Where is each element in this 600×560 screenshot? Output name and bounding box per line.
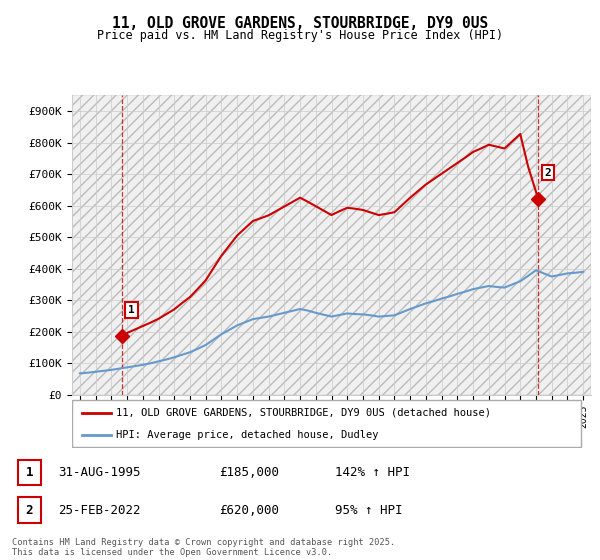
Text: 31-AUG-1995: 31-AUG-1995 bbox=[58, 466, 140, 479]
Text: 25-FEB-2022: 25-FEB-2022 bbox=[58, 504, 140, 517]
Text: HPI: Average price, detached house, Dudley: HPI: Average price, detached house, Dudl… bbox=[116, 430, 379, 440]
Text: 2: 2 bbox=[545, 167, 551, 178]
Text: 1: 1 bbox=[128, 305, 135, 315]
Text: £620,000: £620,000 bbox=[220, 504, 280, 517]
Text: 1: 1 bbox=[26, 466, 33, 479]
FancyBboxPatch shape bbox=[18, 497, 41, 523]
FancyBboxPatch shape bbox=[18, 460, 41, 486]
Text: Price paid vs. HM Land Registry's House Price Index (HPI): Price paid vs. HM Land Registry's House … bbox=[97, 29, 503, 42]
Text: 142% ↑ HPI: 142% ↑ HPI bbox=[335, 466, 410, 479]
Text: 2: 2 bbox=[26, 504, 33, 517]
Text: Contains HM Land Registry data © Crown copyright and database right 2025.
This d: Contains HM Land Registry data © Crown c… bbox=[12, 538, 395, 557]
Text: 11, OLD GROVE GARDENS, STOURBRIDGE, DY9 0US: 11, OLD GROVE GARDENS, STOURBRIDGE, DY9 … bbox=[112, 16, 488, 31]
Text: 11, OLD GROVE GARDENS, STOURBRIDGE, DY9 0US (detached house): 11, OLD GROVE GARDENS, STOURBRIDGE, DY9 … bbox=[116, 408, 491, 418]
Text: 95% ↑ HPI: 95% ↑ HPI bbox=[335, 504, 402, 517]
Text: £185,000: £185,000 bbox=[220, 466, 280, 479]
FancyBboxPatch shape bbox=[72, 400, 581, 447]
